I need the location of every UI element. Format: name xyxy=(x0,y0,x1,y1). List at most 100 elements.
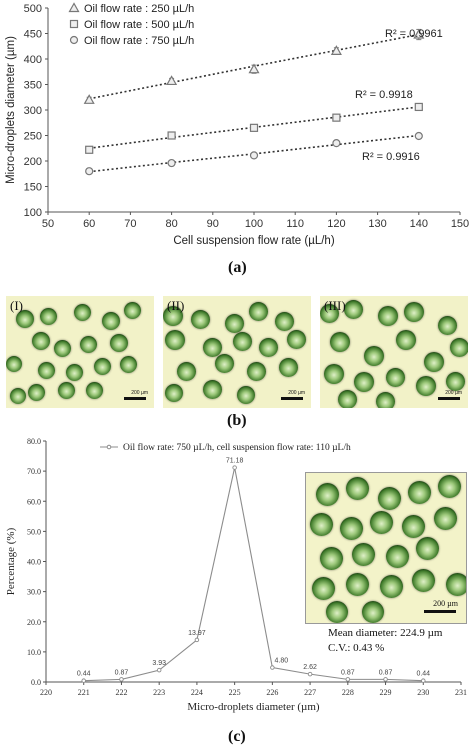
x-tick-label: 220 xyxy=(40,688,52,697)
droplet-sphere xyxy=(354,372,374,392)
droplet-sphere xyxy=(438,475,461,498)
data-label: 0.44 xyxy=(77,671,91,678)
data-point xyxy=(85,145,94,154)
scale-bar xyxy=(281,397,303,400)
droplet-sphere xyxy=(376,392,395,408)
legend-marker-circle xyxy=(69,35,79,45)
droplet-sphere xyxy=(378,487,401,510)
x-axis-label: Cell suspension flow rate (µL/h) xyxy=(173,235,334,247)
data-point xyxy=(307,671,313,677)
droplet-sphere xyxy=(362,601,384,623)
chart-a: 100 150 200 250 300 350 400 450 500 50 60 70 80 90 100… xyxy=(5,2,469,247)
droplet-sphere xyxy=(338,390,357,408)
droplet-sphere xyxy=(247,362,266,381)
droplet-sphere xyxy=(80,336,97,353)
data-point xyxy=(332,139,341,148)
series-square xyxy=(85,102,423,154)
micrograph-3: (III) 200 µm xyxy=(320,296,468,408)
panel-label-a: (a) xyxy=(228,259,247,276)
data-label: 0.44 xyxy=(416,671,430,678)
droplet-sphere xyxy=(275,312,294,331)
x-tick-label: 229 xyxy=(380,688,392,697)
data-label: 2.62 xyxy=(303,664,317,671)
droplet-sphere xyxy=(215,354,234,373)
series-triangle xyxy=(83,28,425,104)
droplet-sphere xyxy=(438,316,457,335)
r2-label: R² = 0.9916 xyxy=(362,151,420,163)
data-point xyxy=(85,167,94,176)
droplet-sphere xyxy=(74,304,91,321)
droplet-sphere xyxy=(330,332,350,352)
droplet-sphere xyxy=(380,575,403,598)
x-tick-label: 90 xyxy=(207,218,219,230)
droplet-sphere xyxy=(279,358,298,377)
x-tick-label: 140 xyxy=(410,218,428,230)
droplet-sphere xyxy=(364,346,384,366)
data-label: 0.87 xyxy=(379,669,393,676)
x-tick-label: 225 xyxy=(229,688,241,697)
r2-label: R² = 0.9961 xyxy=(385,28,443,40)
droplet-sphere xyxy=(446,573,466,596)
data-point xyxy=(270,665,275,670)
data-point xyxy=(119,677,124,682)
droplet-sphere xyxy=(10,388,26,404)
droplet-sphere xyxy=(120,356,137,373)
droplet-sphere xyxy=(58,382,75,399)
droplet-sphere xyxy=(16,310,34,328)
legend-marker xyxy=(106,444,112,450)
droplet-sphere xyxy=(378,306,398,326)
x-tick-label: 110 xyxy=(286,218,304,230)
droplet-sphere xyxy=(386,368,405,387)
data-point xyxy=(248,63,260,74)
data-point xyxy=(332,113,341,122)
cv-label: C.V.: 0.43 % xyxy=(328,642,385,654)
droplet-sphere xyxy=(416,376,436,396)
droplet-sphere xyxy=(312,577,335,600)
y-tick-label: 300 xyxy=(24,105,42,117)
data-point xyxy=(194,637,200,643)
x-tick-label: 221 xyxy=(78,688,90,697)
y-tick-label: 250 xyxy=(24,131,42,143)
x-tick-label: 222 xyxy=(115,688,127,697)
y-tick-label: 40.0 xyxy=(27,558,41,567)
chart-c: 0.0 10.0 20.0 30.0 40.0 50.0 60.0 70.0 80.0 220 22… xyxy=(5,437,467,713)
droplet-sphere xyxy=(450,338,468,357)
data-point xyxy=(249,123,259,132)
y-tick-label: 20.0 xyxy=(27,618,41,627)
droplet-sphere xyxy=(310,513,333,536)
droplet-sphere xyxy=(344,300,363,319)
data-point xyxy=(413,28,425,39)
data-point xyxy=(414,102,423,112)
droplet-sphere xyxy=(386,545,409,568)
x-tick-label: 100 xyxy=(245,218,263,230)
droplet-sphere xyxy=(191,310,210,329)
droplet-sphere xyxy=(237,386,255,404)
droplet-sphere xyxy=(340,517,363,540)
data-point xyxy=(345,677,351,682)
x-axis-label: Micro-droplets diameter (µm) xyxy=(187,701,320,713)
droplet-sphere xyxy=(6,356,22,372)
droplet-sphere xyxy=(165,384,183,402)
x-tick-label: 70 xyxy=(124,218,136,230)
data-point xyxy=(167,131,176,140)
data-label: 3.93 xyxy=(152,660,166,667)
inset-micrograph: 200 µm xyxy=(305,472,467,624)
r2-label: R² = 0.9918 xyxy=(355,89,413,101)
droplet-sphere xyxy=(225,314,244,333)
droplet-sphere xyxy=(28,384,45,401)
droplet-sphere xyxy=(446,372,465,391)
droplet-sphere xyxy=(32,332,50,350)
droplet-sphere xyxy=(102,312,120,330)
data-label: 13.97 xyxy=(188,630,206,637)
micrograph-label-3: (III) xyxy=(324,298,346,313)
y-tick-label: 200 xyxy=(24,156,42,168)
x-tick-label: 80 xyxy=(165,218,177,230)
trend-line xyxy=(89,106,419,150)
droplet-sphere xyxy=(352,543,375,566)
data-point xyxy=(83,94,95,104)
y-tick-label: 30.0 xyxy=(27,588,41,597)
data-point xyxy=(232,465,237,470)
inset-scale-label: 200 µm xyxy=(433,599,458,608)
data-point xyxy=(421,678,426,683)
x-tick-label: 130 xyxy=(368,218,386,230)
